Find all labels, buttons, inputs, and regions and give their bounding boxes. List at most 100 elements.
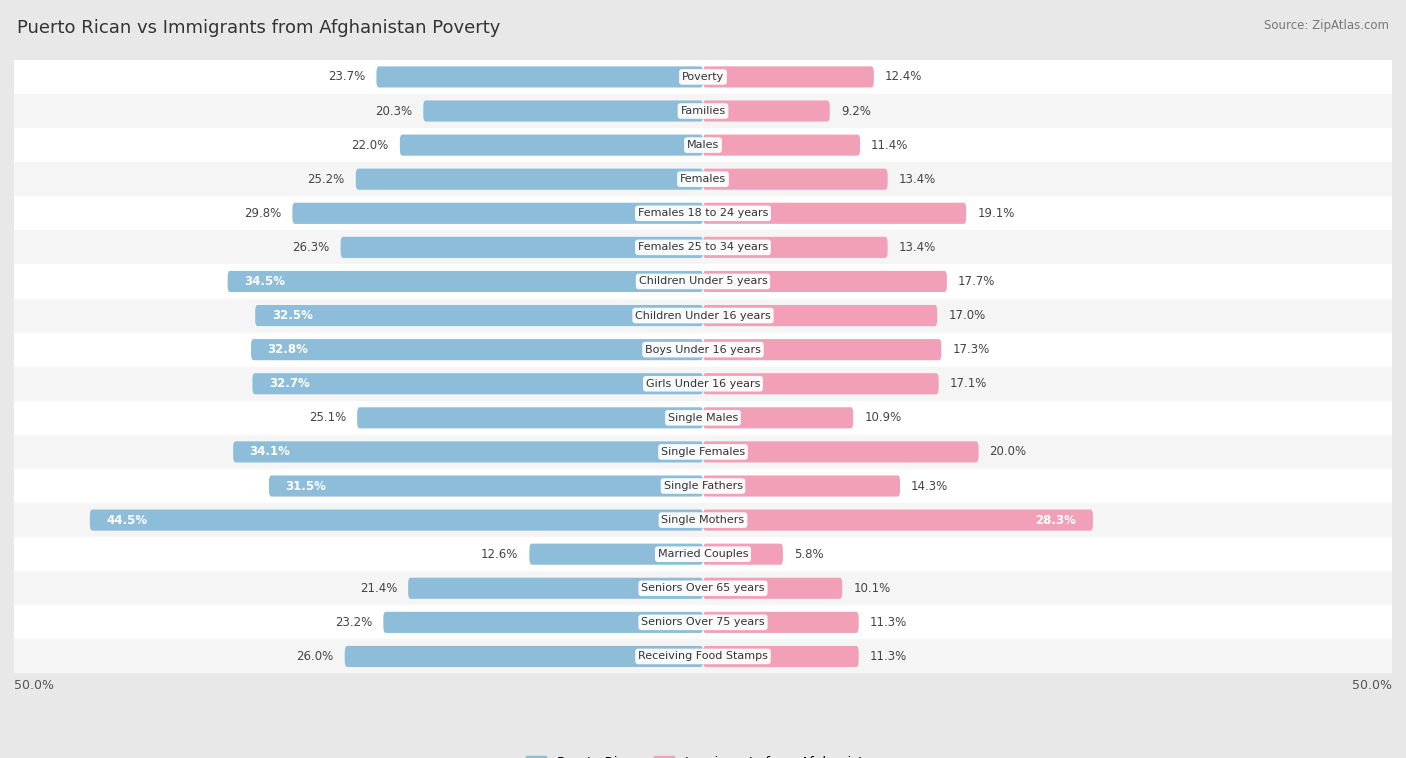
FancyBboxPatch shape (269, 475, 703, 496)
Text: Females 18 to 24 years: Females 18 to 24 years (638, 208, 768, 218)
Text: 34.5%: 34.5% (245, 275, 285, 288)
Text: 25.2%: 25.2% (308, 173, 344, 186)
Text: Married Couples: Married Couples (658, 550, 748, 559)
Text: Single Males: Single Males (668, 413, 738, 423)
Text: 26.0%: 26.0% (297, 650, 333, 663)
FancyBboxPatch shape (252, 339, 703, 360)
FancyBboxPatch shape (233, 441, 703, 462)
Text: Seniors Over 65 years: Seniors Over 65 years (641, 583, 765, 594)
FancyBboxPatch shape (703, 271, 946, 292)
Text: 17.0%: 17.0% (948, 309, 986, 322)
Text: 21.4%: 21.4% (360, 582, 396, 595)
Text: 10.1%: 10.1% (853, 582, 890, 595)
FancyBboxPatch shape (703, 373, 939, 394)
FancyBboxPatch shape (14, 230, 1392, 265)
FancyBboxPatch shape (703, 441, 979, 462)
Text: Males: Males (688, 140, 718, 150)
FancyBboxPatch shape (14, 469, 1392, 503)
Text: 11.3%: 11.3% (870, 650, 907, 663)
FancyBboxPatch shape (703, 578, 842, 599)
Text: 12.4%: 12.4% (884, 70, 922, 83)
FancyBboxPatch shape (399, 134, 703, 155)
Legend: Puerto Rican, Immigrants from Afghanistan: Puerto Rican, Immigrants from Afghanista… (522, 750, 884, 758)
FancyBboxPatch shape (703, 134, 860, 155)
Text: 32.7%: 32.7% (269, 377, 309, 390)
Text: 50.0%: 50.0% (1353, 679, 1392, 692)
FancyBboxPatch shape (357, 407, 703, 428)
Text: Females: Females (681, 174, 725, 184)
Text: 23.7%: 23.7% (328, 70, 366, 83)
FancyBboxPatch shape (703, 612, 859, 633)
Text: 11.4%: 11.4% (872, 139, 908, 152)
FancyBboxPatch shape (408, 578, 703, 599)
FancyBboxPatch shape (423, 101, 703, 121)
Text: Seniors Over 75 years: Seniors Over 75 years (641, 617, 765, 628)
FancyBboxPatch shape (703, 202, 966, 224)
Text: Females 25 to 34 years: Females 25 to 34 years (638, 243, 768, 252)
FancyBboxPatch shape (254, 305, 703, 326)
FancyBboxPatch shape (14, 128, 1392, 162)
Text: 13.4%: 13.4% (898, 173, 936, 186)
Text: 32.8%: 32.8% (267, 343, 308, 356)
FancyBboxPatch shape (14, 60, 1392, 94)
FancyBboxPatch shape (14, 162, 1392, 196)
FancyBboxPatch shape (384, 612, 703, 633)
Text: Puerto Rican vs Immigrants from Afghanistan Poverty: Puerto Rican vs Immigrants from Afghanis… (17, 19, 501, 37)
Text: 9.2%: 9.2% (841, 105, 870, 117)
FancyBboxPatch shape (703, 67, 875, 87)
FancyBboxPatch shape (703, 305, 938, 326)
Text: 50.0%: 50.0% (14, 679, 53, 692)
Text: 31.5%: 31.5% (285, 480, 326, 493)
Text: Receiving Food Stamps: Receiving Food Stamps (638, 651, 768, 662)
FancyBboxPatch shape (14, 265, 1392, 299)
Text: 20.0%: 20.0% (990, 446, 1026, 459)
Text: Single Mothers: Single Mothers (661, 515, 745, 525)
FancyBboxPatch shape (14, 333, 1392, 367)
Text: Girls Under 16 years: Girls Under 16 years (645, 379, 761, 389)
FancyBboxPatch shape (14, 572, 1392, 606)
FancyBboxPatch shape (14, 640, 1392, 674)
Text: 20.3%: 20.3% (375, 105, 412, 117)
Text: 26.3%: 26.3% (292, 241, 329, 254)
FancyBboxPatch shape (703, 509, 1092, 531)
Text: 14.3%: 14.3% (911, 480, 948, 493)
FancyBboxPatch shape (14, 401, 1392, 435)
FancyBboxPatch shape (14, 606, 1392, 640)
FancyBboxPatch shape (377, 67, 703, 87)
FancyBboxPatch shape (14, 435, 1392, 469)
Text: 19.1%: 19.1% (977, 207, 1015, 220)
FancyBboxPatch shape (530, 543, 703, 565)
Text: Single Fathers: Single Fathers (664, 481, 742, 491)
FancyBboxPatch shape (703, 339, 942, 360)
FancyBboxPatch shape (703, 407, 853, 428)
FancyBboxPatch shape (703, 101, 830, 121)
Text: 12.6%: 12.6% (481, 548, 519, 561)
FancyBboxPatch shape (14, 299, 1392, 333)
Text: Families: Families (681, 106, 725, 116)
Text: 29.8%: 29.8% (245, 207, 281, 220)
Text: 17.1%: 17.1% (949, 377, 987, 390)
FancyBboxPatch shape (14, 537, 1392, 572)
FancyBboxPatch shape (703, 543, 783, 565)
FancyBboxPatch shape (14, 367, 1392, 401)
Text: 17.7%: 17.7% (957, 275, 995, 288)
Text: 10.9%: 10.9% (865, 412, 901, 424)
Text: Source: ZipAtlas.com: Source: ZipAtlas.com (1264, 19, 1389, 32)
FancyBboxPatch shape (703, 236, 887, 258)
FancyBboxPatch shape (90, 509, 703, 531)
Text: 25.1%: 25.1% (309, 412, 346, 424)
FancyBboxPatch shape (292, 202, 703, 224)
FancyBboxPatch shape (228, 271, 703, 292)
FancyBboxPatch shape (703, 475, 900, 496)
FancyBboxPatch shape (356, 168, 703, 190)
FancyBboxPatch shape (344, 646, 703, 667)
Text: 28.3%: 28.3% (1036, 514, 1077, 527)
FancyBboxPatch shape (340, 236, 703, 258)
Text: Boys Under 16 years: Boys Under 16 years (645, 345, 761, 355)
FancyBboxPatch shape (253, 373, 703, 394)
Text: 34.1%: 34.1% (250, 446, 291, 459)
Text: 17.3%: 17.3% (952, 343, 990, 356)
FancyBboxPatch shape (703, 168, 887, 190)
FancyBboxPatch shape (14, 503, 1392, 537)
Text: 5.8%: 5.8% (794, 548, 824, 561)
